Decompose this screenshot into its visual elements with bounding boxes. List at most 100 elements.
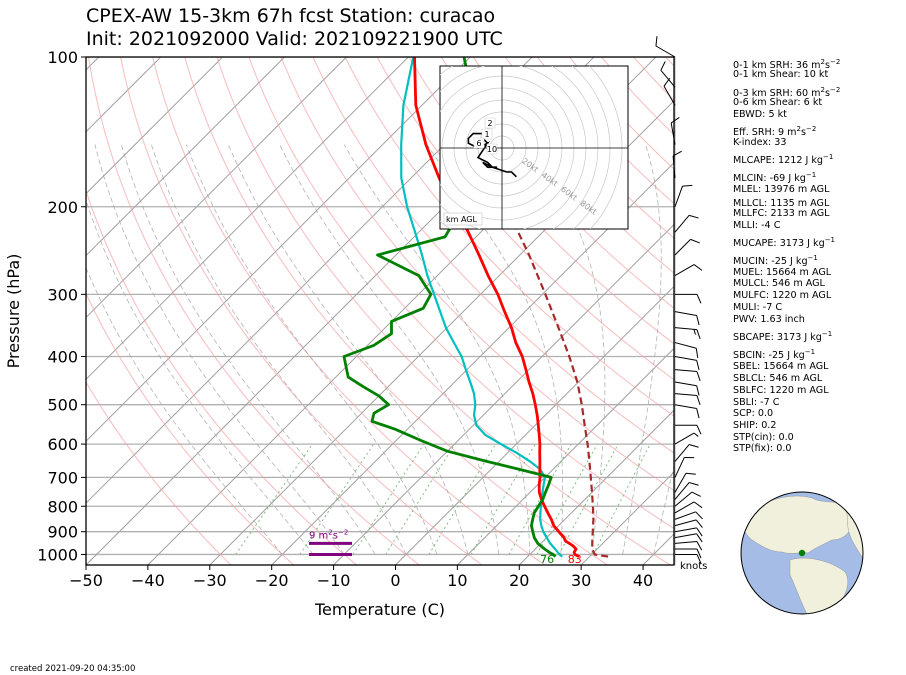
- wind-barb-flag: [696, 548, 702, 559]
- dry-adiabat-line: [312, 57, 674, 454]
- wind-barb: [672, 150, 682, 178]
- index-unit-sup: −2: [830, 86, 841, 94]
- wind-barb: [674, 501, 703, 514]
- wind-barb-staff: [674, 501, 695, 514]
- y-tick-label: 1000: [37, 545, 78, 564]
- wind-barb-flag: [696, 329, 701, 340]
- wind-barb-flag: [655, 36, 658, 47]
- mixing-ratio-line: [592, 443, 651, 555]
- index-unit-sup: 2: [820, 58, 825, 66]
- hodograph-height-box: [481, 128, 493, 140]
- x-tick-label: 40: [633, 571, 653, 590]
- chart-subtitle: Init: 2021092000 Valid: 202109221900 UTC: [86, 28, 503, 50]
- isotherm-line: [86, 57, 285, 257]
- dry-adiabat-line: [216, 57, 671, 565]
- wind-barb-staff: [674, 327, 697, 331]
- wind-barb: [674, 456, 695, 478]
- wind-barb-flag: [672, 150, 682, 157]
- moist-adiabat-line: [279, 144, 500, 555]
- wind-barb-staff: [674, 491, 693, 507]
- mixing-ratio-line: [385, 443, 456, 555]
- index-row: SBCIN: -25 J kg−1: [733, 348, 816, 362]
- index-row: SBEL: 15664 m AGL: [733, 361, 829, 372]
- index-unit: s: [825, 60, 830, 72]
- wind-barb: [674, 214, 699, 233]
- mixing-ratio-line: [536, 443, 598, 555]
- wind-barb-staff: [660, 70, 676, 88]
- wind-units-label: knots: [680, 561, 707, 572]
- wind-barb: [655, 36, 676, 58]
- wind-barb-flag: [696, 554, 702, 564]
- moist-adiabat-line: [622, 144, 662, 555]
- index-row: MUCAPE: 3173 J kg−1: [733, 236, 836, 250]
- wind-barb-staff: [674, 264, 695, 276]
- wind-barb-staff: [674, 311, 697, 316]
- index-unit-sup: −2: [830, 58, 841, 66]
- hodograph-legend-label: km AGL: [446, 215, 478, 224]
- index-unit: s: [825, 88, 830, 100]
- wind-barb-flag: [695, 519, 703, 528]
- srh-label: 9 m2s−2: [309, 528, 348, 541]
- moist-adiabat-line: [343, 144, 531, 555]
- wind-barb-flag: [693, 264, 703, 271]
- wind-barb-flag: [696, 527, 703, 537]
- index-row: MLLI: -4 C: [733, 220, 781, 231]
- y-tick-label: 700: [47, 468, 78, 487]
- dry-adiabat-line: [120, 57, 483, 565]
- index-row: SBCAPE: 3173 J kg−1: [733, 330, 833, 344]
- wind-barb-flag: [695, 348, 699, 359]
- wind-barb-flag: [660, 61, 666, 71]
- dry-adiabat-line: [88, 57, 420, 565]
- index-unit-sup: 2: [796, 125, 801, 133]
- wind-barb-staff: [674, 215, 690, 233]
- index-row: 0-6 km Shear: 6 kt: [733, 97, 823, 108]
- moist-adiabat-line: [426, 144, 563, 555]
- wetbulb-line: [400, 57, 563, 558]
- wind-barb: [674, 264, 703, 276]
- index-row: MLCAPE: 1212 J kg−1: [733, 153, 834, 167]
- wind-barb: [674, 533, 703, 543]
- wind-barb-staff: [674, 432, 695, 445]
- index-row: PWV: 1.63 inch: [733, 314, 805, 325]
- y-tick-label: 400: [47, 348, 78, 367]
- mixing-ratio-line: [299, 443, 375, 555]
- wind-barb-staff: [672, 155, 676, 178]
- wind-barb-flag: [689, 444, 699, 448]
- isotherm-line: [86, 57, 162, 133]
- wind-barb-flag: [696, 425, 702, 435]
- index-unit-sup: −1: [805, 171, 817, 179]
- x-tick-label: 20: [509, 571, 529, 590]
- wind-barb-flag: [696, 371, 701, 381]
- wind-barb: [674, 432, 699, 445]
- index-row: MUEL: 15664 m AGL: [733, 267, 832, 278]
- hodograph-frame: [439, 65, 629, 230]
- wind-barb: [674, 404, 700, 419]
- parcel-trace-line: [462, 57, 609, 558]
- x-tick-label: −40: [131, 571, 165, 590]
- index-unit-sup: −2: [806, 125, 817, 133]
- moist-adiabat-line: [227, 144, 469, 555]
- hodograph-height-box: [473, 137, 485, 149]
- dry-adiabat-line: [86, 189, 357, 565]
- hodograph-height-label: 10: [487, 145, 497, 154]
- index-row: 0-1 km Shear: 10 kt: [733, 69, 829, 80]
- index-row: SBLI: -7 C: [733, 397, 780, 408]
- index-row: STP(fix): 0.0: [733, 443, 792, 454]
- index-unit-sup: −1: [821, 330, 833, 338]
- y-tick-label: 900: [47, 523, 78, 542]
- hodograph-height-label: 1: [484, 130, 489, 139]
- dry-adiabat-line: [440, 57, 674, 309]
- mixing-ratio-line: [235, 443, 314, 555]
- hodograph-trace: [467, 132, 517, 178]
- y-tick-label: 800: [47, 497, 78, 516]
- wind-barb: [674, 393, 701, 406]
- wind-barb-flag: [696, 408, 700, 419]
- wind-barb-staff: [674, 527, 697, 533]
- isotherm-line: [86, 57, 471, 442]
- wind-barb-staff: [674, 381, 697, 387]
- dry-adiabat-line: [472, 57, 674, 274]
- y-axis-label: Pressure (hPa): [4, 254, 23, 369]
- mixing-ratio-line: [470, 443, 536, 555]
- x-tick-label: −50: [69, 571, 103, 590]
